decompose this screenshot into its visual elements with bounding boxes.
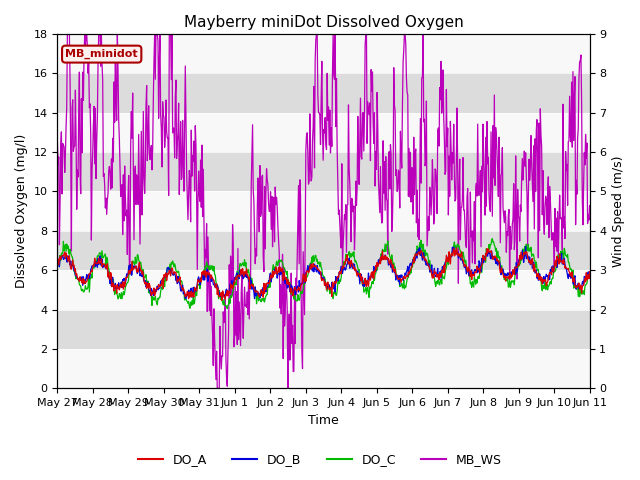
Y-axis label: Wind Speed (m/s): Wind Speed (m/s) (612, 156, 625, 267)
Bar (58, 349, 589, 388)
Bar (58, 231, 589, 270)
Bar (58, 34, 589, 73)
Text: MB_minidot: MB_minidot (65, 49, 138, 59)
Bar (58, 113, 589, 152)
Title: Mayberry miniDot Dissolved Oxygen: Mayberry miniDot Dissolved Oxygen (184, 15, 463, 30)
Y-axis label: Dissolved Oxygen (mg/l): Dissolved Oxygen (mg/l) (15, 134, 28, 288)
Legend: DO_A, DO_B, DO_C, MB_WS: DO_A, DO_B, DO_C, MB_WS (133, 448, 507, 471)
Bar (58, 270, 589, 310)
Bar (58, 192, 589, 231)
X-axis label: Time: Time (308, 414, 339, 427)
Bar (58, 73, 589, 113)
Bar (58, 310, 589, 349)
Bar (58, 152, 589, 192)
